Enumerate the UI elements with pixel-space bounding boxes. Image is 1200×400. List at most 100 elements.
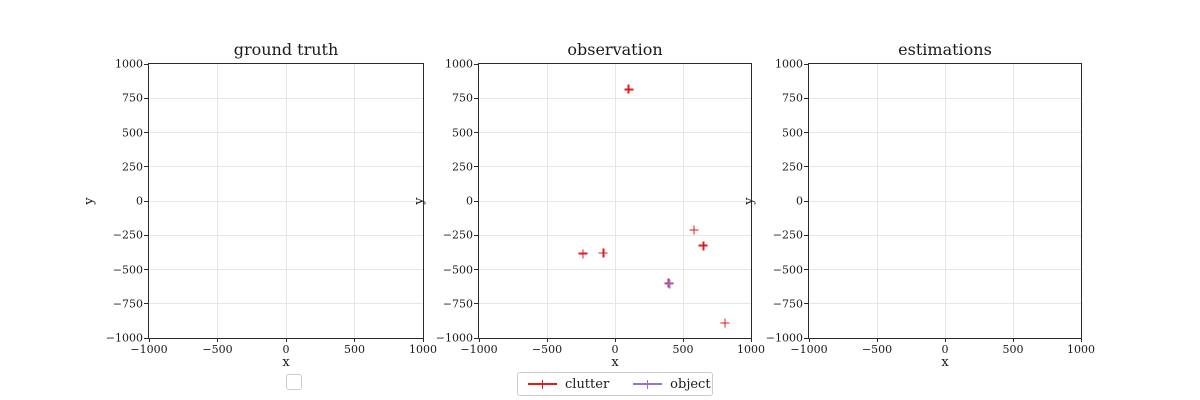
y-tick-mark <box>144 303 148 305</box>
x-tick-label: −1000 <box>130 343 168 356</box>
y-tick-label: 0 <box>466 194 473 208</box>
y-tick-label: 250 <box>122 160 143 174</box>
x-tick-mark <box>422 338 424 342</box>
observation-axes: −1000 −500 0 500 1000 −1000 −750 −500 −250 0 250 50… <box>436 59 765 356</box>
y-tick-mark <box>474 200 478 202</box>
y-tick-label: −250 <box>112 228 143 242</box>
x-tick-label: 0 <box>611 343 619 356</box>
y-tick-mark <box>144 269 148 270</box>
plot-title: observation <box>567 40 663 59</box>
gridline <box>149 200 423 202</box>
gridline <box>809 166 1081 168</box>
subplot-observation: observation −1000 −500 0 500 1000 −1000 −750 −5… <box>412 0 765 400</box>
subplot-estimations: estimations −1000 −500 0 500 1000 −1000 −750 −5… <box>742 0 1095 400</box>
gridline <box>809 234 1081 236</box>
y-tick-mark <box>804 303 808 305</box>
gridline <box>809 269 1081 270</box>
y-tick-label: −750 <box>442 297 473 311</box>
y-tick-label: 250 <box>782 160 803 174</box>
clutter-marker <box>578 249 588 259</box>
gridline <box>479 132 751 133</box>
y-tick-label: 500 <box>782 126 803 139</box>
gridline <box>809 97 1081 99</box>
y-tick-mark <box>144 200 148 202</box>
y-tick-label: −750 <box>112 297 143 311</box>
y-tick-mark <box>144 63 148 65</box>
x-tick-mark <box>148 338 150 342</box>
object-marker <box>664 279 674 289</box>
legend-label: clutter <box>565 376 610 392</box>
legend-entry-object: object <box>633 376 711 392</box>
gridline <box>479 166 751 168</box>
legend: clutter object <box>517 372 713 396</box>
gridline <box>149 303 423 305</box>
x-tick-mark <box>1080 338 1082 342</box>
x-tick-label: 1000 <box>409 343 437 356</box>
y-tick-label: 1000 <box>115 57 143 71</box>
y-tick-mark <box>804 269 808 270</box>
y-axis-label: y <box>742 197 757 205</box>
y-tick-mark <box>474 63 478 65</box>
gridline <box>479 234 751 236</box>
y-tick-label: 1000 <box>445 57 473 71</box>
y-tick-label: −250 <box>442 228 473 242</box>
gridline <box>479 200 751 202</box>
y-tick-label: −250 <box>772 228 803 242</box>
y-tick-label: −750 <box>772 297 803 311</box>
x-tick-mark <box>354 338 355 342</box>
x-tick-label: −500 <box>531 343 563 356</box>
y-tick-label: 1000 <box>775 57 803 71</box>
y-tick-mark <box>474 337 478 339</box>
y-tick-label: 750 <box>452 91 473 105</box>
gridline <box>149 234 423 236</box>
gridline <box>809 200 1081 202</box>
x-tick-label: 1000 <box>1067 343 1095 356</box>
y-tick-mark <box>474 97 478 99</box>
x-tick-mark <box>217 338 218 342</box>
y-tick-label: 250 <box>452 160 473 174</box>
y-tick-mark <box>474 234 478 236</box>
y-tick-label: −1000 <box>435 331 473 345</box>
x-axis-label: x <box>941 355 949 370</box>
plot-title: estimations <box>898 40 992 59</box>
y-tick-label: 500 <box>122 126 143 139</box>
y-tick-label: −500 <box>442 263 473 276</box>
y-tick-mark <box>474 132 478 133</box>
x-tick-mark <box>614 338 616 342</box>
x-axis-label: x <box>282 355 290 370</box>
gridline <box>479 269 751 270</box>
y-tick-label: 500 <box>452 126 473 139</box>
x-axis-label: x <box>611 355 619 370</box>
object-plus-marker-swatch <box>633 380 663 388</box>
y-tick-label: 750 <box>782 91 803 105</box>
x-tick-mark <box>1012 338 1014 342</box>
x-tick-label: 0 <box>941 343 949 356</box>
y-tick-label: 0 <box>796 194 803 208</box>
x-tick-mark <box>944 338 946 342</box>
y-axis-label: y <box>412 197 427 205</box>
y-tick-mark <box>144 166 148 168</box>
y-tick-mark <box>804 200 808 202</box>
y-tick-mark <box>804 97 808 99</box>
gridline <box>149 166 423 168</box>
gridline <box>149 269 423 270</box>
x-tick-mark <box>750 338 752 342</box>
y-tick-mark <box>144 234 148 236</box>
legend-entry-clutter: clutter <box>528 378 609 391</box>
x-tick-label: 500 <box>1002 343 1024 356</box>
x-tick-label: 0 <box>282 343 290 356</box>
y-tick-mark <box>474 166 478 168</box>
x-tick-label: −500 <box>861 343 893 356</box>
ground-truth-axes: −1000 −500 0 500 1000 −1000 −750 −500 −250 0 250 50… <box>106 59 437 356</box>
y-tick-label: −1000 <box>765 331 803 345</box>
clutter-marker <box>598 248 608 258</box>
clutter-marker <box>720 318 730 328</box>
legend-label: object <box>670 376 711 392</box>
y-tick-label: −1000 <box>105 331 143 345</box>
empty-legend-box <box>286 374 302 390</box>
y-tick-mark <box>144 132 148 133</box>
x-tick-mark <box>478 338 480 342</box>
subplot-ground-truth: ground truth −1000 −500 0 500 1000 −1000 −750−… <box>82 0 437 400</box>
clutter-plus-marker-swatch <box>528 380 557 388</box>
